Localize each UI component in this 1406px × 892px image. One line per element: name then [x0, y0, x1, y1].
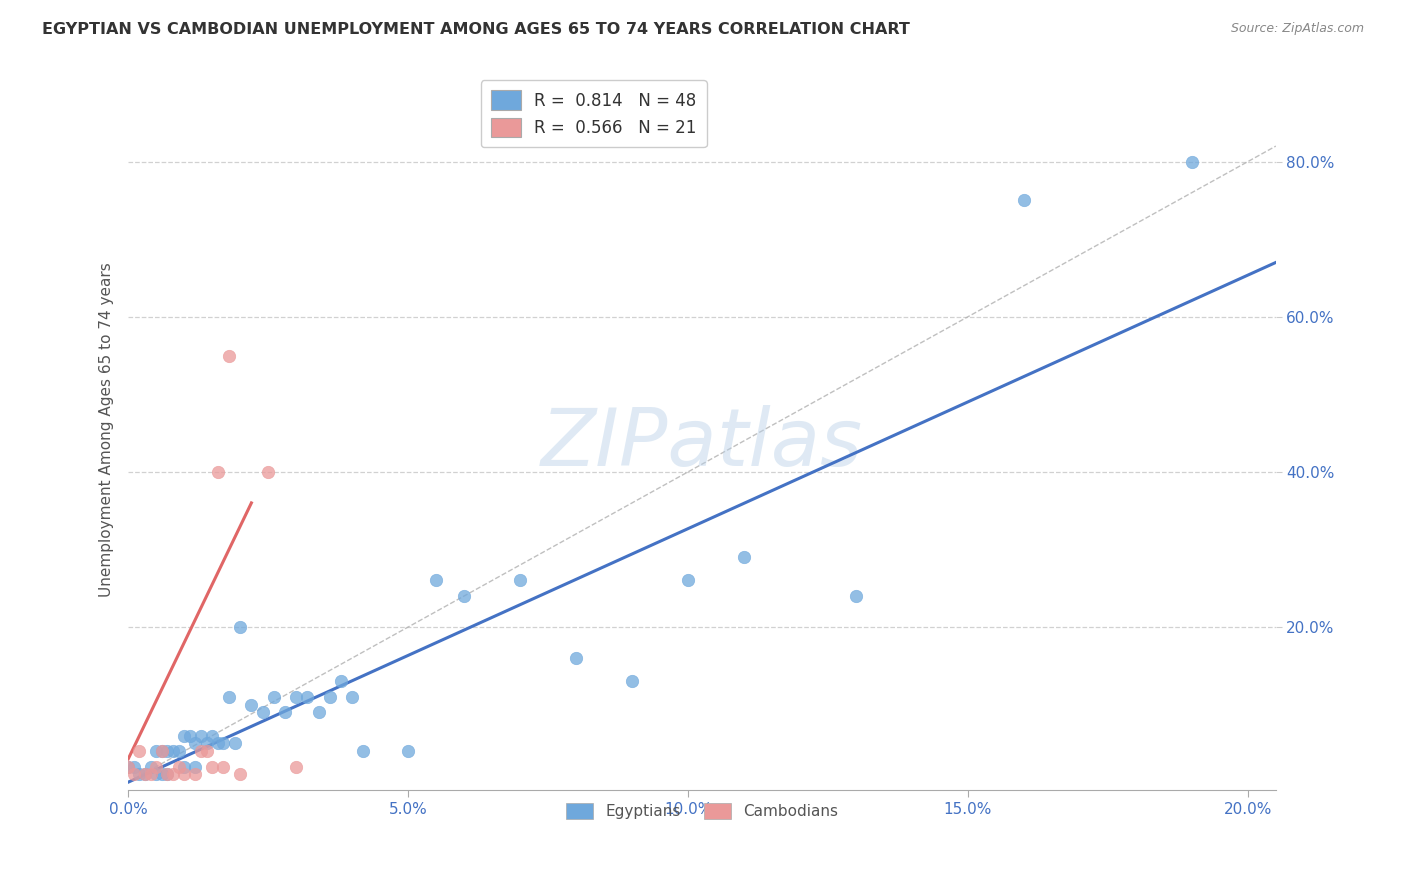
Point: [218, 349, 240, 363]
Point: [201, 729, 224, 743]
Point: [207, 465, 229, 479]
Point: [173, 759, 195, 773]
Point: [218, 690, 240, 704]
Point: [224, 736, 246, 750]
Point: [565, 651, 588, 665]
Point: [122, 767, 145, 781]
Point: [128, 767, 150, 781]
Point: [190, 744, 212, 758]
Point: [184, 759, 207, 773]
Point: [285, 690, 308, 704]
Point: [184, 736, 207, 750]
Point: [845, 589, 868, 603]
Point: [229, 767, 252, 781]
Point: [122, 759, 145, 773]
Point: [117, 759, 139, 773]
Y-axis label: Unemployment Among Ages 65 to 74 years: Unemployment Among Ages 65 to 74 years: [100, 262, 114, 597]
Text: ZIPatlas: ZIPatlas: [541, 405, 863, 483]
Point: [156, 767, 179, 781]
Point: [167, 744, 190, 758]
Point: [425, 574, 447, 588]
Point: [145, 744, 167, 758]
Point: [352, 744, 374, 758]
Point: [156, 744, 179, 758]
Text: Source: ZipAtlas.com: Source: ZipAtlas.com: [1230, 22, 1364, 36]
Point: [162, 744, 184, 758]
Point: [184, 767, 207, 781]
Text: EGYPTIAN VS CAMBODIAN UNEMPLOYMENT AMONG AGES 65 TO 74 YEARS CORRELATION CHART: EGYPTIAN VS CAMBODIAN UNEMPLOYMENT AMONG…: [42, 22, 910, 37]
Point: [179, 729, 201, 743]
Point: [621, 674, 644, 689]
Point: [274, 706, 297, 720]
Point: [139, 767, 162, 781]
Point: [162, 767, 184, 781]
Point: [201, 759, 224, 773]
Point: [240, 698, 263, 712]
Point: [117, 759, 139, 773]
Point: [330, 674, 353, 689]
Point: [195, 736, 218, 750]
Point: [150, 767, 173, 781]
Point: [733, 550, 755, 565]
Point: [150, 744, 173, 758]
Point: [308, 706, 330, 720]
Point: [229, 620, 252, 634]
Point: [319, 690, 342, 704]
Point: [190, 729, 212, 743]
Point: [396, 744, 419, 758]
Point: [173, 767, 195, 781]
Point: [212, 759, 235, 773]
Point: [150, 744, 173, 758]
Point: [297, 690, 319, 704]
Point: [212, 736, 235, 750]
Legend: Egyptians, Cambodians: Egyptians, Cambodians: [560, 797, 845, 826]
Point: [145, 767, 167, 781]
Point: [156, 767, 179, 781]
Point: [1181, 154, 1204, 169]
Point: [173, 729, 195, 743]
Point: [509, 574, 531, 588]
Point: [257, 465, 280, 479]
Point: [285, 759, 308, 773]
Point: [207, 736, 229, 750]
Point: [195, 744, 218, 758]
Point: [167, 759, 190, 773]
Point: [1012, 194, 1035, 208]
Point: [453, 589, 475, 603]
Point: [134, 767, 156, 781]
Point: [128, 744, 150, 758]
Point: [252, 706, 274, 720]
Point: [134, 767, 156, 781]
Point: [145, 759, 167, 773]
Point: [676, 574, 699, 588]
Point: [263, 690, 285, 704]
Point: [139, 759, 162, 773]
Point: [340, 690, 363, 704]
